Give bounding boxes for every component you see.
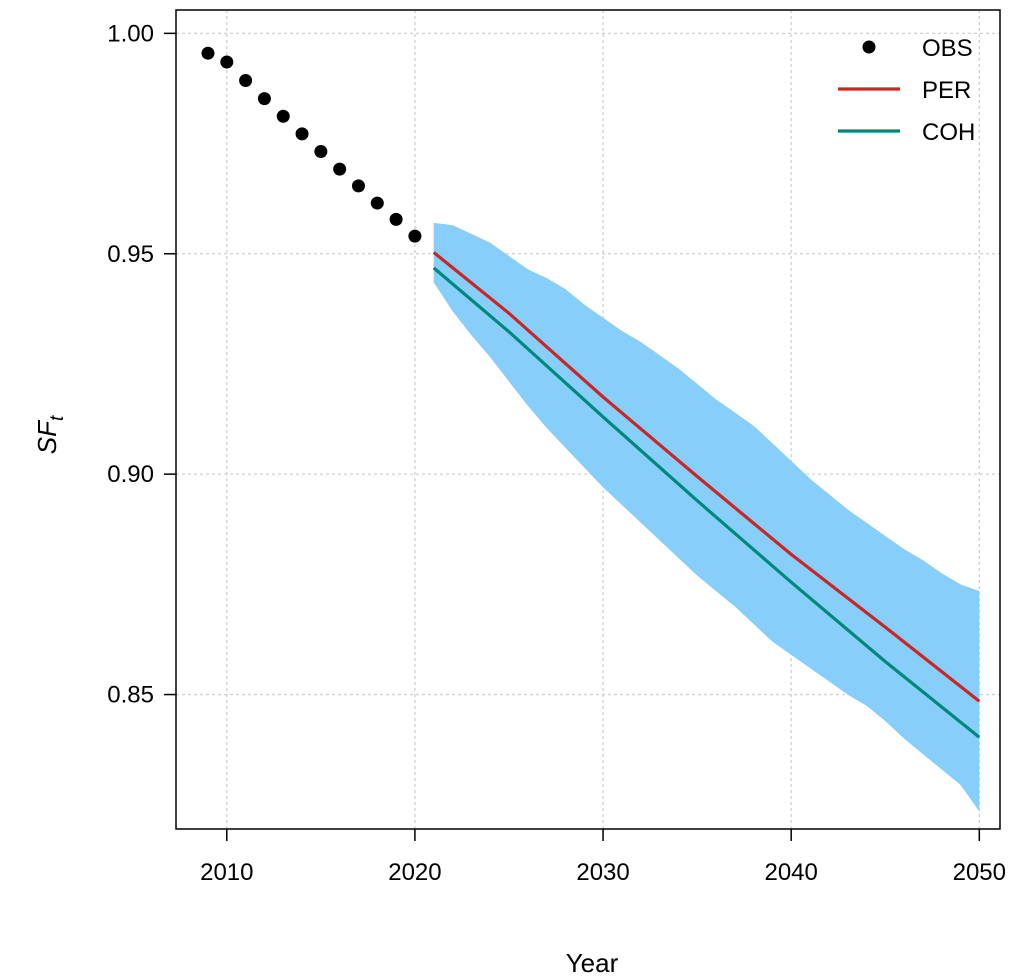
series-line-per (432, 251, 981, 703)
obs-point (239, 74, 253, 88)
x-tick-label: 2050 (953, 859, 1006, 886)
obs-point (257, 92, 271, 106)
legend-marker-obs (862, 40, 876, 54)
y-tick-label: 0.95 (107, 241, 154, 268)
plot-frame (175, 9, 1001, 830)
obs-point (370, 196, 384, 210)
x-tick-label: 2040 (764, 859, 817, 886)
forecast-band (433, 222, 980, 812)
y-axis-title-subscript: t (47, 415, 68, 421)
y-axis: 0.85 0.90 0.95 1.00 (107, 20, 176, 709)
series-line-coh (432, 266, 981, 739)
legend-label-coh: COH (922, 119, 975, 146)
y-axis-title-main: SF (32, 419, 62, 454)
y-tick-label: 1.00 (107, 20, 154, 47)
obs-point (351, 179, 365, 193)
obs-point (333, 162, 347, 176)
forecast-band-area (433, 222, 980, 812)
x-axis: 2010 2020 2030 2040 2050 (200, 829, 1006, 886)
obs-point (276, 109, 290, 123)
obs-point (408, 229, 422, 243)
obs-point (295, 127, 309, 141)
legend-label-per: PER (922, 77, 971, 104)
obs-point (220, 55, 234, 69)
observed-points (201, 46, 422, 243)
obs-point (314, 144, 328, 158)
legend: OBS PER COH (838, 35, 975, 146)
legend-label-obs: OBS (922, 35, 973, 62)
x-axis-title: Year (566, 948, 619, 978)
x-tick-label: 2030 (576, 859, 629, 886)
obs-point (201, 46, 215, 60)
y-axis-title: SFt (32, 415, 68, 454)
x-tick-label: 2020 (388, 859, 441, 886)
obs-point (389, 212, 403, 226)
series-lines (432, 251, 981, 739)
x-tick-label: 2010 (200, 859, 253, 886)
y-tick-label: 0.85 (107, 682, 154, 709)
y-tick-label: 0.90 (107, 461, 154, 488)
